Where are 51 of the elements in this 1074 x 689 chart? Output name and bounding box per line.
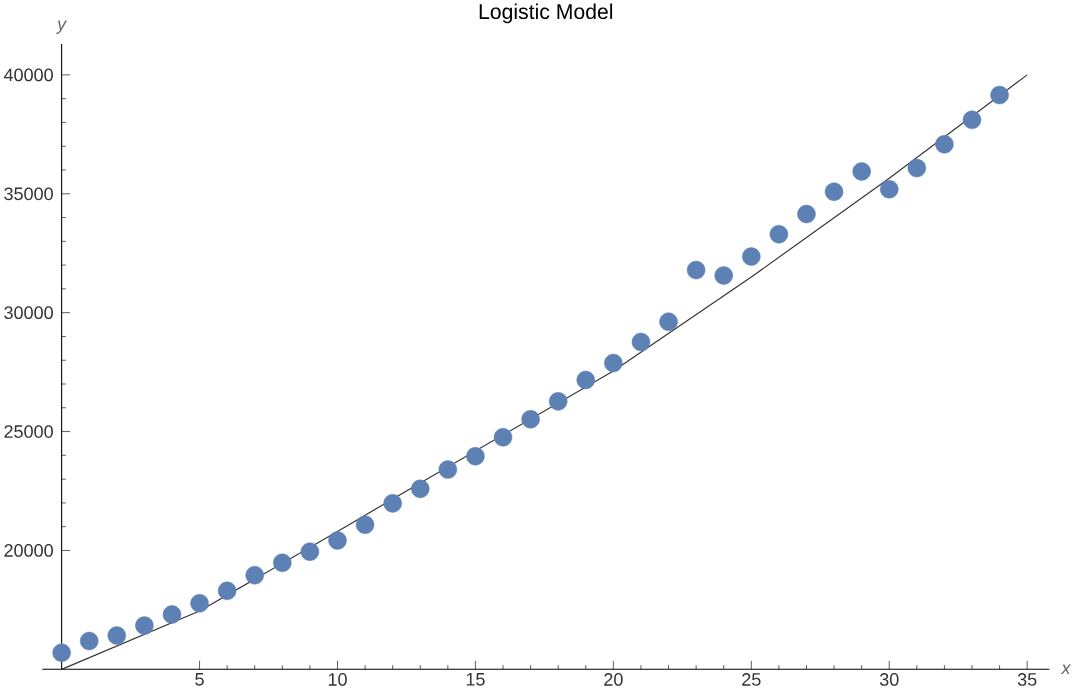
point — [300, 542, 320, 561]
x-tick-label: 35 — [1017, 672, 1037, 686]
x-tick-label: 20 — [604, 672, 623, 686]
point — [576, 370, 595, 389]
point — [631, 332, 651, 351]
x-tick-label: 25 — [742, 672, 761, 686]
point — [493, 427, 513, 447]
x-tick-label: 10 — [328, 672, 347, 686]
point — [466, 446, 485, 466]
y-axis-title: y — [56, 20, 68, 34]
point — [273, 553, 292, 572]
point — [107, 626, 127, 645]
point — [962, 110, 982, 129]
point — [411, 479, 430, 498]
chart-title: Logistic Model — [479, 3, 613, 24]
point — [190, 593, 209, 613]
y-tick-label: 35000 — [4, 187, 53, 200]
point — [217, 581, 237, 600]
point — [355, 515, 375, 534]
point — [907, 158, 927, 178]
point — [438, 460, 458, 479]
x-axis-title: x — [1060, 664, 1072, 674]
point — [383, 493, 402, 513]
y-tick-label: 25000 — [4, 425, 53, 438]
point — [714, 266, 733, 285]
point — [990, 85, 1009, 105]
point — [604, 353, 623, 373]
point — [769, 224, 789, 244]
point — [742, 247, 761, 266]
y-tick-label: 20000 — [4, 543, 53, 557]
point — [797, 204, 816, 224]
y-tick-label: 30000 — [4, 306, 53, 319]
point — [935, 134, 954, 154]
x-tick-label: 30 — [879, 672, 899, 686]
point — [824, 182, 844, 201]
point — [135, 616, 154, 635]
point — [852, 162, 871, 181]
point — [521, 409, 540, 429]
point — [162, 605, 182, 624]
point — [79, 631, 99, 651]
y-tick-label: 40000 — [3, 68, 53, 82]
point — [328, 531, 347, 550]
point — [880, 179, 899, 199]
point — [686, 260, 706, 280]
x-tick-label: 15 — [466, 672, 485, 686]
x-tick-label: 5 — [195, 672, 204, 686]
point — [245, 565, 264, 585]
point — [52, 643, 71, 662]
point — [659, 312, 678, 331]
point — [548, 391, 568, 411]
line-series — [61, 74, 1028, 670]
